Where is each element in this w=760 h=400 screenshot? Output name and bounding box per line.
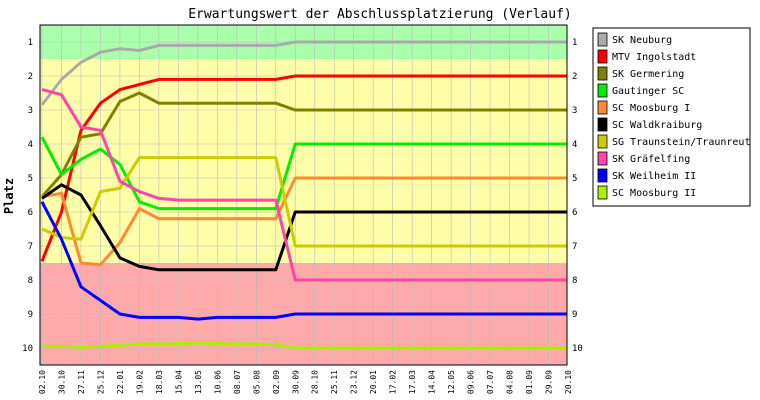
x-tick-3: 25.12: [96, 370, 105, 394]
x-tick-11: 05.08: [252, 370, 261, 394]
x-tick-27: 20.10: [564, 370, 573, 394]
y-tick-left-5: 5: [28, 174, 33, 184]
y-tick-left-9: 9: [28, 310, 33, 320]
legend-box: [592, 27, 751, 207]
x-tick-9: 10.06: [213, 370, 222, 394]
x-tick-14: 28.10: [311, 370, 320, 394]
x-tick-13: 30.09: [291, 370, 300, 394]
legend-swatch-9: [597, 185, 608, 200]
legend-label-4: SC Moosburg I: [612, 103, 690, 114]
x-tick-5: 19.02: [135, 370, 144, 394]
y-tick-left-7: 7: [28, 242, 33, 252]
y-tick-left-3: 3: [28, 106, 33, 116]
y-tick-left-6: 6: [28, 208, 33, 218]
series-line-6: [41, 156, 567, 248]
x-tick-12: 02.09: [272, 370, 281, 394]
x-tick-25: 01.09: [525, 370, 534, 394]
y-tick-right-7: 7: [572, 242, 577, 252]
series-line-9: [42, 341, 567, 350]
x-tick-18: 17.02: [389, 370, 398, 394]
legend-label-2: SK Germering: [612, 69, 684, 80]
x-tick-16: 23.12: [350, 370, 359, 394]
y-tick-left-10: 10: [22, 344, 33, 354]
legend-label-0: SK Neuburg: [612, 35, 672, 46]
x-tick-26: 29.09: [545, 370, 554, 394]
y-tick-right-1: 1: [572, 38, 577, 48]
legend-swatch-3: [597, 83, 608, 98]
legend-label-3: Gautinger SC: [612, 86, 684, 97]
y-axis-label: Platz: [2, 178, 16, 214]
y-tick-labels: 1 1 2 2 3 3 4 4 5 5 6 6 7 7 8 8 9 9 10 10: [22, 38, 583, 354]
y-tick-right-5: 5: [572, 174, 577, 184]
series-line-2: [40, 91, 567, 198]
x-tick-24: 04.08: [506, 370, 515, 394]
legend-label-6: SG Traunstein/Traunreut: [612, 137, 750, 148]
x-tick-17: 20.01: [369, 370, 378, 394]
x-tick-23: 07.07: [486, 370, 495, 394]
legend-swatch-6: [597, 134, 608, 149]
x-tick-22: 09.06: [467, 370, 476, 394]
y-tick-right-10: 10: [572, 344, 583, 354]
x-tick-6: 18.03: [155, 370, 164, 394]
y-tick-left-8: 8: [28, 276, 33, 286]
legend-label-9: SC Moosburg II: [612, 188, 696, 199]
legend: SK Neuburg MTV Ingolstadt SK Germering Gaut…: [592, 27, 751, 207]
y-tick-left-4: 4: [28, 140, 33, 150]
series-line-7: [41, 88, 567, 282]
y-tick-left-1: 1: [28, 38, 33, 48]
legend-label-5: SC Waldkraiburg: [612, 120, 702, 131]
x-tick-0: 02.10: [38, 370, 47, 394]
legend-swatch-2: [597, 66, 608, 81]
legend-swatch-1: [597, 49, 608, 64]
legend-label-1: MTV Ingolstadt: [612, 52, 696, 63]
x-tick-7: 15.04: [174, 370, 183, 394]
y-tick-left-2: 2: [28, 72, 33, 82]
legend-label-7: SK Gräfelfing: [612, 154, 690, 165]
series-line-3: [40, 136, 567, 211]
y-tick-right-6: 6: [572, 208, 577, 218]
x-tick-8: 13.05: [194, 370, 203, 394]
y-tick-right-8: 8: [572, 276, 577, 286]
plot-frame: [39, 24, 568, 366]
x-tick-20: 14.04: [428, 370, 437, 394]
y-tick-right-4: 4: [572, 140, 577, 150]
series-line-4: [41, 176, 567, 267]
x-tick-1: 30.10: [57, 370, 66, 394]
x-tick-10: 08.07: [233, 370, 242, 394]
y-tick-right-2: 2: [572, 72, 577, 82]
x-tick-21: 12.05: [447, 370, 456, 394]
x-tick-15: 25.11: [330, 370, 339, 394]
x-tick-2: 27.11: [77, 370, 86, 394]
series-line-8: [40, 201, 567, 321]
series-lines: [40, 40, 567, 350]
chart-title: Erwartungswert der Abschlussplatzierung …: [188, 7, 572, 22]
legend-swatch-8: [597, 168, 608, 183]
y-tick-right-9: 9: [572, 310, 577, 320]
x-tick-4: 22.01: [116, 370, 125, 394]
series-line-5: [41, 183, 567, 272]
series-line-0: [40, 40, 567, 106]
legend-swatch-7: [597, 151, 608, 166]
x-tick-19: 17.03: [408, 370, 417, 394]
legend-label-8: SK Weilheim II: [612, 171, 696, 182]
legend-swatch-0: [597, 32, 608, 47]
series-line-1: [40, 74, 567, 262]
legend-swatch-4: [597, 100, 608, 115]
legend-swatch-5: [597, 117, 608, 132]
x-tick-labels: 02.10 30.10 27.11 25.12 22.01 19.02 18.03 15.04…: [38, 370, 573, 394]
y-tick-right-3: 3: [572, 106, 577, 116]
